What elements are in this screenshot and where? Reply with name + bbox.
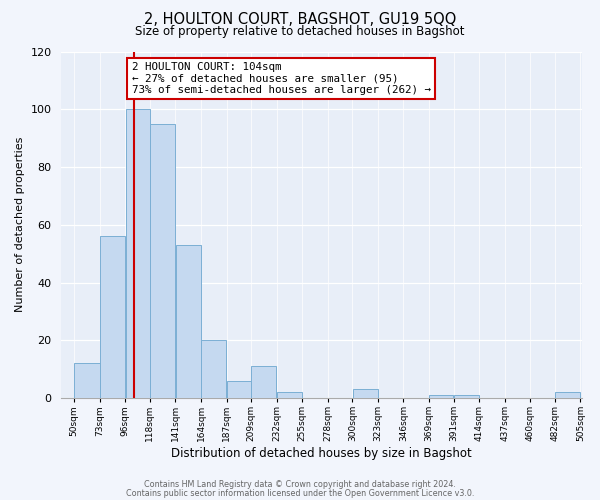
Text: Contains public sector information licensed under the Open Government Licence v3: Contains public sector information licen… — [126, 488, 474, 498]
Bar — [430, 395, 453, 398]
Text: Contains HM Land Registry data © Crown copyright and database right 2024.: Contains HM Land Registry data © Crown c… — [144, 480, 456, 489]
Bar — [100, 236, 125, 398]
X-axis label: Distribution of detached houses by size in Bagshot: Distribution of detached houses by size … — [171, 447, 472, 460]
Bar — [454, 395, 479, 398]
Bar — [277, 392, 302, 398]
Bar — [251, 366, 277, 398]
Bar — [227, 381, 251, 398]
Bar — [74, 364, 100, 398]
Bar — [150, 124, 175, 398]
Bar — [555, 392, 580, 398]
Bar — [353, 390, 377, 398]
Y-axis label: Number of detached properties: Number of detached properties — [15, 137, 25, 312]
Text: 2, HOULTON COURT, BAGSHOT, GU19 5QQ: 2, HOULTON COURT, BAGSHOT, GU19 5QQ — [144, 12, 456, 28]
Text: Size of property relative to detached houses in Bagshot: Size of property relative to detached ho… — [135, 25, 465, 38]
Bar — [125, 110, 149, 398]
Bar — [201, 340, 226, 398]
Bar — [176, 245, 201, 398]
Text: 2 HOULTON COURT: 104sqm
← 27% of detached houses are smaller (95)
73% of semi-de: 2 HOULTON COURT: 104sqm ← 27% of detache… — [131, 62, 431, 95]
